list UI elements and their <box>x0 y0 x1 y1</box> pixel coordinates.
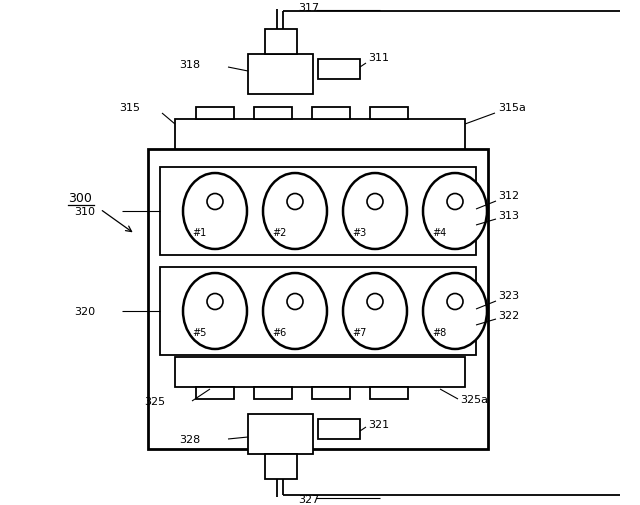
Bar <box>160 268 476 356</box>
Ellipse shape <box>343 274 407 349</box>
Bar <box>312 108 350 120</box>
Bar <box>254 387 292 399</box>
Ellipse shape <box>423 274 487 349</box>
Text: 312: 312 <box>498 190 519 200</box>
Ellipse shape <box>423 174 487 249</box>
Bar <box>196 387 234 399</box>
Text: 315a: 315a <box>498 103 526 113</box>
Bar <box>318 419 360 439</box>
Text: 325: 325 <box>144 396 165 406</box>
Text: 311: 311 <box>368 53 389 63</box>
Circle shape <box>447 194 463 210</box>
Circle shape <box>367 294 383 310</box>
Text: #7: #7 <box>352 327 366 337</box>
Text: 318: 318 <box>179 60 200 70</box>
Bar <box>160 168 476 256</box>
Circle shape <box>207 194 223 210</box>
Text: 317: 317 <box>298 3 319 13</box>
Text: 321: 321 <box>368 419 389 429</box>
Text: 325a: 325a <box>460 394 488 404</box>
Bar <box>248 414 313 454</box>
Text: 328: 328 <box>179 434 200 444</box>
Bar <box>318 60 360 80</box>
Ellipse shape <box>183 274 247 349</box>
Text: 320: 320 <box>74 307 95 316</box>
Text: #4: #4 <box>432 227 446 237</box>
Bar <box>265 454 297 479</box>
Text: 327: 327 <box>298 494 319 504</box>
Bar <box>265 30 297 55</box>
Ellipse shape <box>343 174 407 249</box>
Text: 313: 313 <box>498 211 519 221</box>
Text: 315: 315 <box>119 103 140 113</box>
Bar <box>248 55 313 95</box>
Text: #5: #5 <box>192 327 206 337</box>
Bar <box>148 149 488 449</box>
Text: #1: #1 <box>192 227 206 237</box>
Circle shape <box>287 194 303 210</box>
Bar <box>370 387 408 399</box>
Circle shape <box>367 194 383 210</box>
Ellipse shape <box>183 174 247 249</box>
Bar <box>196 108 234 120</box>
Bar <box>312 387 350 399</box>
Circle shape <box>207 294 223 310</box>
Text: 322: 322 <box>498 311 519 320</box>
Text: 310: 310 <box>74 207 95 217</box>
Bar <box>370 108 408 120</box>
Circle shape <box>447 294 463 310</box>
Text: #3: #3 <box>352 227 366 237</box>
Text: 300: 300 <box>68 191 92 204</box>
Circle shape <box>287 294 303 310</box>
Ellipse shape <box>263 174 327 249</box>
Text: #2: #2 <box>272 227 286 237</box>
Bar <box>254 108 292 120</box>
Text: #6: #6 <box>272 327 286 337</box>
Ellipse shape <box>263 274 327 349</box>
Bar <box>175 358 465 387</box>
Text: 323: 323 <box>498 290 519 300</box>
Text: #8: #8 <box>432 327 446 337</box>
Bar <box>175 120 465 149</box>
